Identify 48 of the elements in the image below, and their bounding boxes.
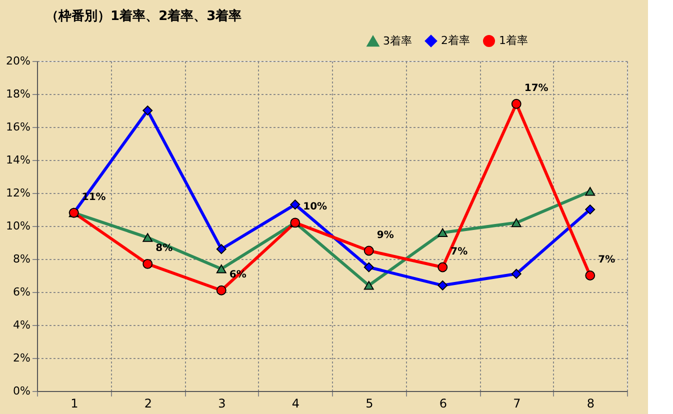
- data-label: 7%: [450, 246, 468, 258]
- data-label: 8%: [156, 242, 173, 254]
- point: [585, 204, 596, 214]
- x-tick-label: 5: [366, 396, 374, 410]
- legend-label: 3着率: [383, 34, 412, 48]
- point: [511, 218, 522, 228]
- y-tick-label: 8%: [13, 252, 30, 266]
- y-tick-label: 0%: [13, 384, 30, 398]
- point: [290, 200, 300, 210]
- y-tick-label: 14%: [6, 154, 30, 166]
- y-tick-label: 4%: [13, 318, 30, 332]
- data-label: 17%: [524, 82, 548, 94]
- x-tick-label: 8: [586, 396, 594, 410]
- point: [511, 98, 522, 109]
- x-tick-label: 1: [70, 396, 78, 410]
- point: [438, 228, 448, 237]
- y-tick-label: 18%: [6, 88, 30, 100]
- y-tick-label: 6%: [13, 286, 30, 298]
- y-tick-label: 2%: [13, 352, 30, 364]
- x-tick-label: 3: [218, 396, 226, 410]
- point: [511, 268, 522, 279]
- point: [585, 186, 596, 196]
- point: [216, 264, 226, 274]
- x-tick-label: 2: [144, 396, 152, 410]
- x-tick-label: 4: [292, 396, 300, 410]
- point: [438, 280, 448, 290]
- legend-label: 2着率: [441, 34, 470, 47]
- point: [438, 262, 448, 272]
- y-tick-label: 16%: [6, 120, 30, 134]
- y-tick-label: 10%: [6, 220, 30, 232]
- point: [142, 106, 153, 116]
- x-tick-label: 7: [513, 396, 521, 410]
- y-tick-label: 20%: [6, 54, 30, 68]
- point: [142, 258, 153, 269]
- legend-label: 1着率: [499, 34, 528, 47]
- point: [364, 281, 374, 290]
- data-label: 10%: [303, 202, 328, 213]
- point: [364, 246, 374, 256]
- point: [216, 285, 226, 296]
- point: [585, 270, 596, 280]
- y-tick-label: 12%: [6, 186, 30, 200]
- point: [364, 262, 374, 272]
- x-tick-label: 6: [439, 396, 447, 410]
- point: [142, 233, 153, 242]
- data-label: 9%: [376, 230, 394, 241]
- point: [216, 244, 226, 254]
- data-label: 7%: [598, 254, 616, 266]
- chart-title: （枠番別）1着率、2着率、3着率: [46, 8, 242, 24]
